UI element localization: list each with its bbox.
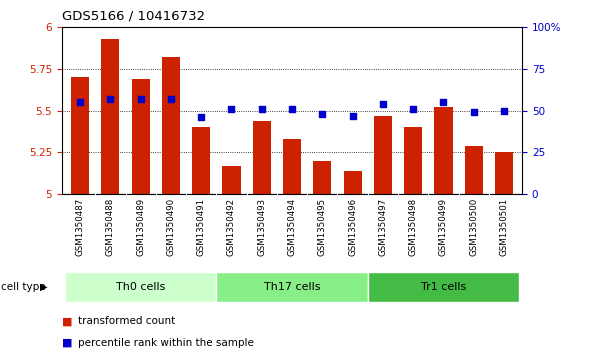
Text: GSM1350494: GSM1350494	[287, 198, 297, 256]
Bar	[162, 57, 180, 194]
Point	[348, 113, 358, 119]
Text: ▶: ▶	[40, 282, 48, 292]
Text: transformed count: transformed count	[78, 316, 176, 326]
Point	[166, 96, 176, 102]
Bar	[434, 107, 453, 194]
Text: ■: ■	[62, 316, 73, 326]
Text: Tr1 cells: Tr1 cells	[421, 282, 466, 292]
Bar	[313, 161, 332, 194]
Point	[317, 111, 327, 117]
Text: GDS5166 / 10416732: GDS5166 / 10416732	[62, 9, 205, 22]
Bar	[253, 121, 271, 194]
Bar	[192, 127, 210, 194]
Point	[469, 110, 478, 115]
Bar	[495, 152, 513, 194]
Bar	[374, 116, 392, 194]
Text: GSM1350495: GSM1350495	[318, 198, 327, 256]
Point	[106, 96, 115, 102]
Bar	[222, 166, 241, 194]
Point	[499, 108, 509, 114]
Bar	[464, 146, 483, 194]
Bar	[132, 79, 150, 194]
Text: ■: ■	[62, 338, 73, 348]
Text: GSM1350497: GSM1350497	[378, 198, 388, 256]
Text: Th17 cells: Th17 cells	[264, 282, 320, 292]
Text: GSM1350491: GSM1350491	[196, 198, 206, 256]
Text: Th0 cells: Th0 cells	[116, 282, 165, 292]
Text: GSM1350500: GSM1350500	[469, 198, 478, 256]
Bar	[71, 77, 89, 194]
Text: GSM1350501: GSM1350501	[500, 198, 509, 256]
Point	[76, 99, 85, 105]
Bar	[368, 272, 519, 302]
Point	[408, 106, 418, 112]
Text: cell type: cell type	[1, 282, 46, 292]
Point	[136, 96, 145, 102]
Bar	[343, 171, 362, 194]
Text: GSM1350496: GSM1350496	[348, 198, 357, 256]
Bar	[404, 127, 422, 194]
Text: GSM1350487: GSM1350487	[76, 198, 84, 256]
Bar	[217, 272, 368, 302]
Text: GSM1350499: GSM1350499	[439, 198, 448, 256]
Point	[287, 106, 297, 112]
Bar	[101, 39, 119, 194]
Text: GSM1350493: GSM1350493	[257, 198, 266, 256]
Bar	[283, 139, 301, 194]
Bar	[65, 272, 217, 302]
Point	[257, 106, 267, 112]
Text: GSM1350490: GSM1350490	[166, 198, 175, 256]
Point	[378, 101, 388, 107]
Text: GSM1350492: GSM1350492	[227, 198, 236, 256]
Text: GSM1350498: GSM1350498	[409, 198, 418, 256]
Text: percentile rank within the sample: percentile rank within the sample	[78, 338, 254, 348]
Point	[439, 99, 448, 105]
Point	[227, 106, 236, 112]
Point	[196, 114, 206, 120]
Text: GSM1350489: GSM1350489	[136, 198, 145, 256]
Text: GSM1350488: GSM1350488	[106, 198, 115, 256]
